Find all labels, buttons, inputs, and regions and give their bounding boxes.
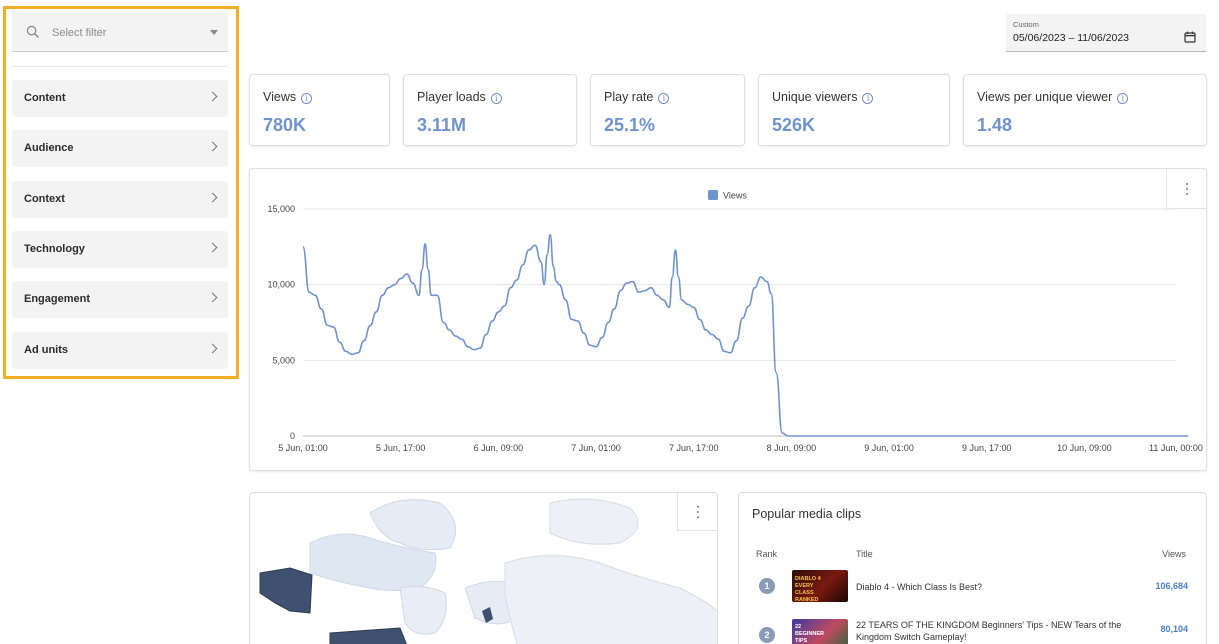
kpi-value: 780K <box>263 115 307 135</box>
x-tick-label: 6 Jun, 09:00 <box>474 443 524 453</box>
more-options-icon[interactable] <box>1166 169 1206 209</box>
category-technology[interactable]: Technology <box>12 231 228 268</box>
kpi-label: Player loads <box>417 90 486 104</box>
clip-title[interactable]: 22 TEARS OF THE KINGDOM Beginners' Tips … <box>856 620 1122 642</box>
popular-clips-card: Popular media clips Rank Title Views 1 D… <box>738 492 1207 644</box>
kpi-value: 1.48 <box>977 115 1013 135</box>
kpi-views: Views i 780K <box>249 74 390 146</box>
info-icon[interactable]: i <box>658 93 670 104</box>
column-header-rank: Rank <box>756 549 778 559</box>
table-row[interactable]: 1 DIABLO 4 EVERY CLASS RANKED Diablo 4 -… <box>739 568 1206 608</box>
column-header-views: Views <box>1162 549 1186 559</box>
kpi-label: Unique viewers <box>772 90 858 104</box>
category-label: Context <box>24 193 65 205</box>
category-label: Ad units <box>24 344 68 356</box>
category-label: Content <box>24 92 66 104</box>
thumbnail-text: DIABLO 4 EVERY CLASS RANKED <box>795 576 821 602</box>
clip-thumbnail[interactable]: DIABLO 4 EVERY CLASS RANKED <box>792 570 848 602</box>
kpi-play-rate: Play rate i 25.1% <box>590 74 745 146</box>
category-engagement[interactable]: Engagement <box>12 281 228 318</box>
views-chart-card: 15,000 10,000 5,000 0 5 Jun, 01:00 5 Jun, 17:… <box>249 168 1207 471</box>
date-range-picker[interactable]: Custom 05/06/2023 – 11/06/2023 <box>1006 14 1206 52</box>
divider <box>12 66 228 67</box>
x-tick-label: 5 Jun, 01:00 <box>278 443 328 453</box>
kpi-value: 3.11M <box>417 115 467 135</box>
x-tick-label: 5 Jun, 17:00 <box>376 443 426 453</box>
clip-views: 80,104 <box>1160 624 1188 634</box>
kpi-label: Play rate <box>604 90 654 104</box>
chevron-right-icon <box>207 192 218 203</box>
y-tick-label: 0 <box>290 431 295 441</box>
chevron-right-icon <box>207 91 218 102</box>
chevron-right-icon <box>207 292 218 303</box>
legend-swatch <box>708 190 718 200</box>
chevron-right-icon <box>207 141 218 152</box>
clip-thumbnail[interactable]: 22 BEGINNER TIPS <box>792 619 848 644</box>
kpi-label: Views per unique viewer <box>977 90 1113 104</box>
kpi-label: Views <box>263 90 297 104</box>
rank-badge: 2 <box>759 627 775 643</box>
y-tick-label: 15,000 <box>267 204 295 214</box>
info-icon[interactable]: i <box>1117 93 1129 104</box>
x-tick-label: 8 Jun, 09:00 <box>767 443 817 453</box>
info-icon[interactable]: i <box>862 93 874 104</box>
category-label: Engagement <box>24 293 91 305</box>
more-options-icon[interactable] <box>677 493 717 531</box>
views-line-chart: 15,000 10,000 5,000 0 5 Jun, 01:00 5 Jun, 17:… <box>267 190 1203 453</box>
y-tick-label: 5,000 <box>272 355 295 365</box>
kpi-views-per-unique-viewer: Views per unique viewer i 1.48 <box>963 74 1207 146</box>
chevron-right-icon <box>207 242 218 253</box>
y-tick-label: 10,000 <box>267 280 295 290</box>
info-icon[interactable]: i <box>301 93 313 104</box>
x-tick-label: 10 Jun, 09:00 <box>1057 443 1112 453</box>
x-tick-label: 7 Jun, 01:00 <box>571 443 621 453</box>
series-line-views <box>302 233 1189 437</box>
category-ad-units[interactable]: Ad units <box>12 332 228 369</box>
kpi-unique-viewers: Unique viewers i 526K <box>758 74 950 146</box>
x-tick-label: 7 Jun, 17:00 <box>669 443 719 453</box>
table-row[interactable]: 2 22 BEGINNER TIPS 22 TEARS OF THE KINGD… <box>739 617 1206 644</box>
x-tick-label: 9 Jun, 17:00 <box>962 443 1012 453</box>
world-map-card <box>249 492 718 644</box>
kpi-value: 25.1% <box>604 115 656 135</box>
date-range-caption: Custom <box>1013 20 1039 29</box>
filter-select[interactable]: Select filter <box>12 12 228 52</box>
kpi-player-loads: Player loads i 3.11M <box>403 74 577 146</box>
chevron-down-icon <box>210 30 218 35</box>
chevron-right-icon <box>207 343 218 354</box>
category-label: Audience <box>24 142 74 154</box>
kpi-value: 526K <box>772 115 816 135</box>
popular-clips-title: Popular media clips <box>752 507 862 521</box>
category-content[interactable]: Content <box>12 80 228 117</box>
column-header-title: Title <box>856 549 873 559</box>
rank-badge: 1 <box>759 578 775 594</box>
info-icon[interactable]: i <box>490 93 502 104</box>
category-context[interactable]: Context <box>12 181 228 218</box>
clip-views: 106,684 <box>1155 581 1188 591</box>
world-map[interactable] <box>250 493 718 644</box>
thumbnail-text: 22 BEGINNER TIPS <box>795 624 825 644</box>
filter-placeholder: Select filter <box>52 27 107 39</box>
category-label: Technology <box>24 243 85 255</box>
search-icon <box>26 25 39 38</box>
x-tick-label: 11 Jun, 00:00 <box>1149 443 1203 453</box>
category-audience[interactable]: Audience <box>12 130 228 167</box>
calendar-icon[interactable] <box>1184 31 1196 43</box>
date-range-value: 05/06/2023 – 11/06/2023 <box>1013 32 1129 44</box>
clip-title[interactable]: Diablo 4 - Which Class Is Best? <box>856 582 983 592</box>
x-tick-label: 9 Jun, 01:00 <box>864 443 914 453</box>
legend-label: Views <box>723 191 747 201</box>
filter-sidebar: Select filter Content Audience Context T… <box>3 6 239 379</box>
